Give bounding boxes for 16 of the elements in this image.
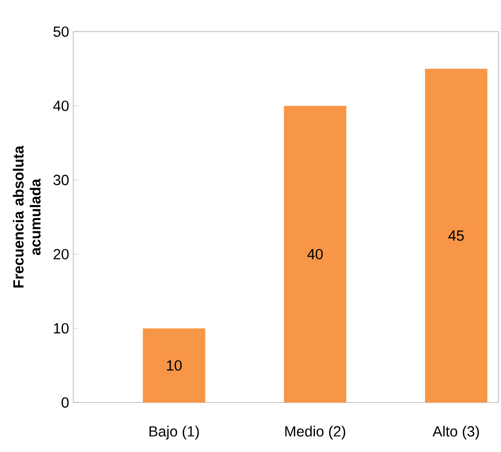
y-axis-title: Frecuencia absoluta acumulada (12, 145, 41, 288)
bar (284, 106, 346, 402)
bar (142, 328, 206, 402)
y-tick-label: 0 (62, 397, 69, 408)
y-tick-label: 20 (54, 248, 69, 260)
y-tick-label: 50 (53, 26, 69, 37)
x-tick-label: Medio (2) (285, 426, 346, 440)
data-label: 45 (448, 230, 464, 241)
y-tick-label: 30 (53, 174, 69, 186)
data-label: 10 (167, 360, 182, 370)
x-tick-label: Bajo (1) (150, 426, 199, 440)
y-tick-label: 40 (53, 100, 69, 111)
y-tick-label: 10 (54, 322, 69, 334)
data-label: 40 (307, 248, 323, 260)
bar (425, 68, 488, 402)
x-tick-label: Alto (3) (432, 426, 479, 440)
